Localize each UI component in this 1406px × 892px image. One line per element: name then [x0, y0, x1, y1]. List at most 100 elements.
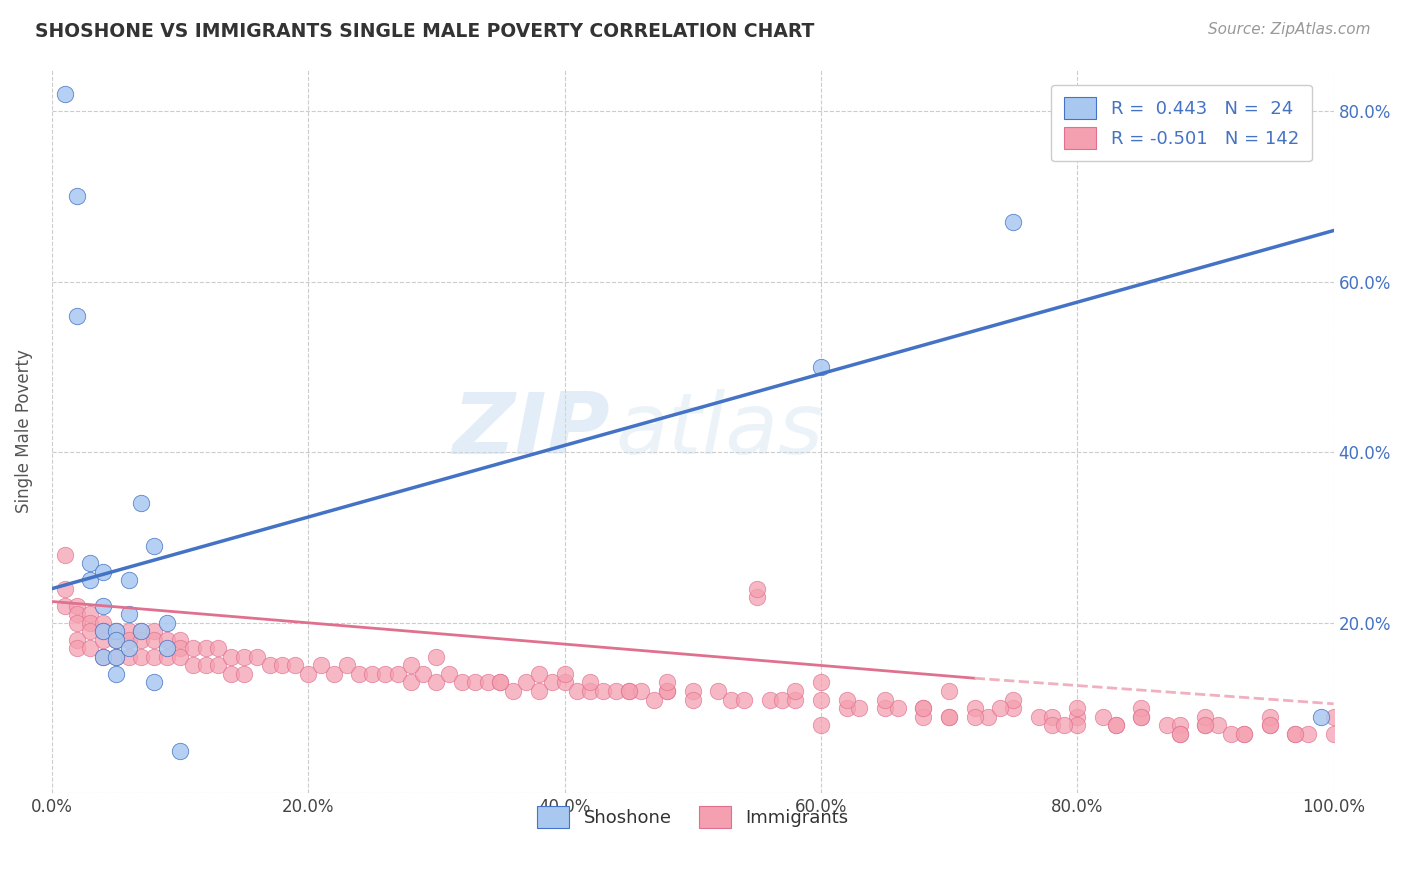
Point — [118, 632, 141, 647]
Point — [1323, 709, 1346, 723]
Point — [810, 675, 832, 690]
Point — [79, 573, 101, 587]
Point — [1220, 726, 1243, 740]
Point — [53, 548, 76, 562]
Point — [835, 692, 858, 706]
Point — [399, 658, 422, 673]
Point — [1194, 709, 1216, 723]
Point — [579, 684, 602, 698]
Point — [938, 709, 960, 723]
Point — [527, 684, 550, 698]
Point — [1156, 718, 1178, 732]
Point — [963, 701, 986, 715]
Point — [233, 667, 256, 681]
Point — [66, 607, 89, 622]
Point — [79, 641, 101, 656]
Point — [66, 615, 89, 630]
Point — [785, 684, 807, 698]
Point — [1309, 709, 1331, 723]
Point — [1130, 709, 1153, 723]
Point — [66, 641, 89, 656]
Point — [169, 649, 191, 664]
Point — [156, 632, 179, 647]
Point — [91, 624, 114, 639]
Point — [592, 684, 614, 698]
Point — [963, 709, 986, 723]
Point — [502, 684, 524, 698]
Point — [118, 649, 141, 664]
Point — [938, 684, 960, 698]
Point — [91, 624, 114, 639]
Point — [745, 582, 768, 596]
Point — [118, 641, 141, 656]
Point — [1002, 692, 1025, 706]
Point — [1002, 701, 1025, 715]
Point — [118, 607, 141, 622]
Text: Source: ZipAtlas.com: Source: ZipAtlas.com — [1208, 22, 1371, 37]
Point — [412, 667, 434, 681]
Point — [835, 701, 858, 715]
Point — [617, 684, 640, 698]
Point — [104, 624, 127, 639]
Point — [579, 675, 602, 690]
Point — [810, 718, 832, 732]
Point — [349, 667, 371, 681]
Point — [336, 658, 359, 673]
Point — [156, 649, 179, 664]
Point — [655, 675, 678, 690]
Point — [104, 624, 127, 639]
Point — [810, 692, 832, 706]
Point — [374, 667, 396, 681]
Point — [361, 667, 384, 681]
Point — [810, 359, 832, 374]
Point — [143, 632, 166, 647]
Point — [1168, 726, 1191, 740]
Point — [643, 692, 665, 706]
Point — [169, 744, 191, 758]
Point — [118, 573, 141, 587]
Point — [873, 692, 896, 706]
Point — [912, 709, 935, 723]
Point — [387, 667, 409, 681]
Point — [79, 624, 101, 639]
Point — [1091, 709, 1114, 723]
Point — [131, 649, 153, 664]
Point — [1053, 718, 1076, 732]
Point — [53, 582, 76, 596]
Point — [156, 615, 179, 630]
Point — [1233, 726, 1256, 740]
Point — [1206, 718, 1229, 732]
Point — [1130, 701, 1153, 715]
Point — [143, 539, 166, 553]
Point — [66, 189, 89, 203]
Point — [131, 624, 153, 639]
Point — [425, 675, 447, 690]
Point — [1233, 726, 1256, 740]
Point — [770, 692, 793, 706]
Point — [1194, 718, 1216, 732]
Point — [1296, 726, 1319, 740]
Point — [259, 658, 281, 673]
Point — [104, 649, 127, 664]
Point — [91, 615, 114, 630]
Legend: Shoshone, Immigrants: Shoshone, Immigrants — [530, 798, 856, 835]
Point — [143, 675, 166, 690]
Point — [66, 599, 89, 613]
Point — [553, 667, 575, 681]
Point — [143, 624, 166, 639]
Point — [181, 641, 204, 656]
Point — [605, 684, 627, 698]
Point — [758, 692, 780, 706]
Point — [938, 709, 960, 723]
Point — [207, 658, 229, 673]
Point — [567, 684, 589, 698]
Point — [540, 675, 562, 690]
Point — [489, 675, 512, 690]
Point — [194, 658, 217, 673]
Point — [515, 675, 537, 690]
Point — [1066, 709, 1088, 723]
Point — [682, 684, 704, 698]
Point — [912, 701, 935, 715]
Point — [655, 684, 678, 698]
Point — [1258, 718, 1281, 732]
